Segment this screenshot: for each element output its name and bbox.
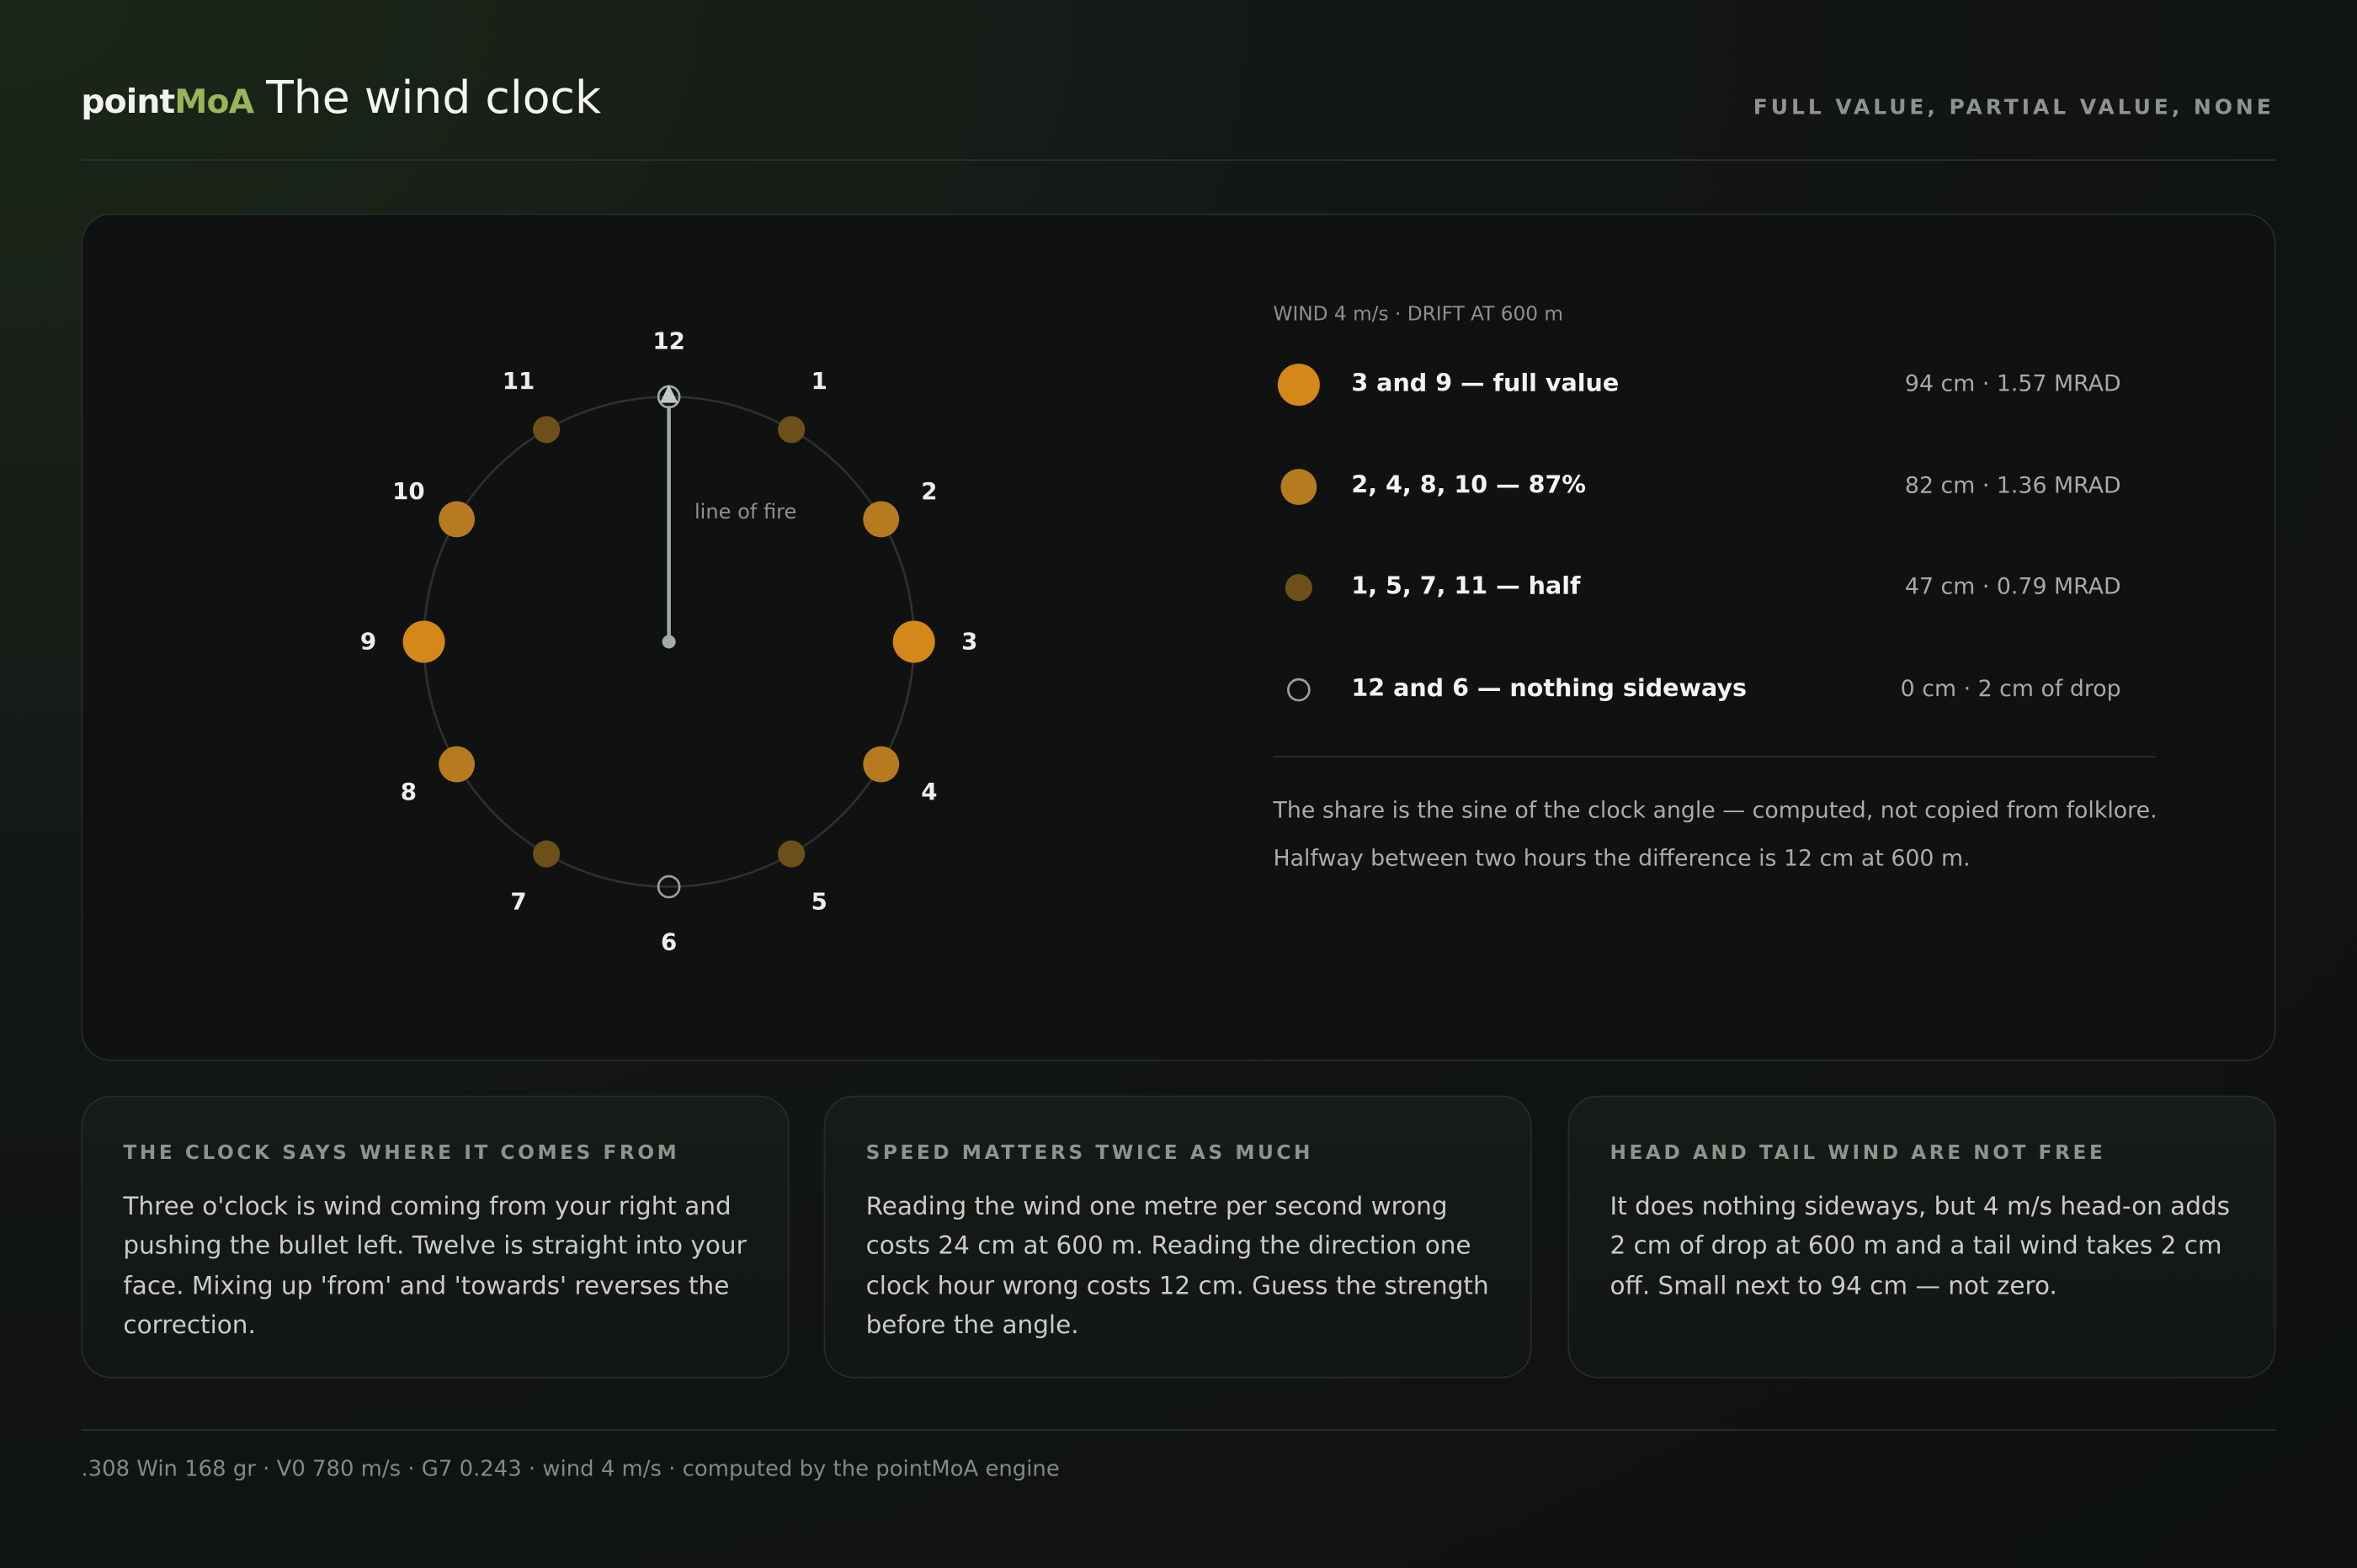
hour-dot <box>533 840 561 868</box>
hour-label: 12 <box>652 327 685 354</box>
legend-dot <box>1277 364 1320 407</box>
hour-dot <box>439 746 475 783</box>
note: Halfway between two hours the difference… <box>1273 844 1971 872</box>
title: The wind clock <box>266 72 602 125</box>
legend-label: 3 and 9 — full value <box>1351 368 1620 397</box>
card-body: Reading the wind one metre per second wr… <box>865 1192 1489 1339</box>
legend-label: 1, 5, 7, 11 — half <box>1351 571 1581 600</box>
legend-dot <box>1285 574 1312 602</box>
hour-dot <box>892 620 935 663</box>
hour-dot <box>657 874 681 899</box>
panel <box>81 213 2276 1061</box>
legend-dot <box>1280 469 1317 505</box>
hour-dot <box>863 746 900 783</box>
legend-label: 12 and 6 — nothing sideways <box>1351 672 1747 702</box>
hour-label: 11 <box>503 367 535 395</box>
hour-label: 2 <box>921 477 937 505</box>
tagline: FULL VALUE, PARTIAL VALUE, NONE <box>1753 96 2275 120</box>
card-body: It does nothing sideways, but 4 m/s head… <box>1609 1192 2230 1300</box>
line-label: line of fire <box>694 500 796 524</box>
hour-dot <box>402 620 445 663</box>
hour-dot <box>778 840 806 868</box>
brand: pointMoA <box>81 83 254 122</box>
hour-dot <box>533 416 561 444</box>
arrow <box>659 385 678 403</box>
legend-divider <box>1273 756 2156 757</box>
card-title: THE CLOCK SAYS WHERE IT COMES FROM <box>123 1142 680 1165</box>
divider <box>81 159 2276 162</box>
hour-label: 10 <box>392 477 424 505</box>
legend-label: 2, 4, 8, 10 — 87% <box>1351 470 1587 499</box>
legend-value: 94 cm · 1.57 MRAD <box>1904 369 2121 397</box>
legend-value: 82 cm · 1.36 MRAD <box>1904 471 2121 499</box>
note: The share is the sine of the clock angle… <box>1273 796 2157 824</box>
legend-dot <box>1287 678 1311 702</box>
card-body: Three o'clock is wind coming from your r… <box>123 1192 747 1339</box>
hour-label: 9 <box>360 627 376 655</box>
hour-label: 7 <box>510 888 526 916</box>
center <box>662 635 676 649</box>
card: SPEED MATTERS TWICE AS MUCH Reading the w… <box>823 1095 1532 1379</box>
hour-label: 4 <box>921 778 937 805</box>
legend-caption: WIND 4 m/s · DRIFT AT 600 m <box>1273 303 1564 327</box>
brand-b: MoA <box>174 83 254 122</box>
hour-label: 6 <box>661 928 677 956</box>
legend-value: 47 cm · 0.79 MRAD <box>1904 572 2121 600</box>
card: HEAD AND TAIL WIND ARE NOT FREE It does n… <box>1567 1095 2276 1379</box>
hour-dot <box>778 416 806 444</box>
hour-label: 8 <box>401 778 417 805</box>
footer: .308 Win 168 gr · V0 780 m/s · G7 0.243 … <box>81 1458 1060 1482</box>
brand-a: point <box>81 83 175 122</box>
hour-dot <box>439 501 475 538</box>
legend-value: 0 cm · 2 cm of drop <box>1900 674 2121 702</box>
card: THE CLOCK SAYS WHERE IT COMES FROM Three … <box>81 1095 790 1379</box>
hour-label: 3 <box>961 627 977 655</box>
hour-label: 5 <box>811 888 827 916</box>
hour-dot <box>863 501 900 538</box>
hour-label: 1 <box>811 367 827 395</box>
card-title: HEAD AND TAIL WIND ARE NOT FREE <box>1609 1142 2106 1165</box>
card-title: SPEED MATTERS TWICE AS MUCH <box>865 1142 1314 1165</box>
footer-divider <box>81 1429 2276 1431</box>
